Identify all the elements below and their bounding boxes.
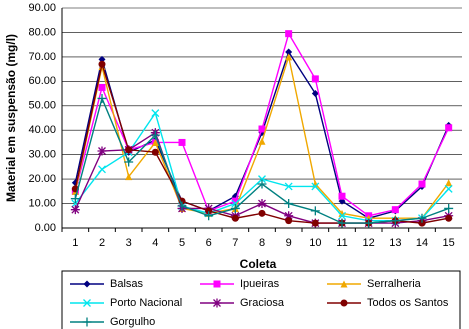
data-point	[338, 192, 346, 200]
data-point	[284, 182, 293, 191]
data-point	[258, 125, 266, 133]
data-point	[445, 179, 453, 187]
data-point	[257, 179, 267, 189]
data-point	[310, 206, 320, 216]
y-tick-label: 60.00	[28, 75, 56, 87]
y-tick-label: 20.00	[28, 173, 56, 185]
data-point	[338, 211, 346, 220]
x-tick-label: 2	[99, 237, 105, 249]
x-tick-label: 4	[152, 237, 158, 249]
data-point	[444, 184, 453, 193]
data-point	[284, 199, 294, 209]
legend-label: Gorgulho	[110, 316, 155, 328]
data-point	[258, 175, 266, 184]
x-tick-label: 7	[232, 237, 238, 249]
data-point	[285, 30, 293, 38]
x-tick-label: 15	[443, 237, 455, 249]
data-point	[98, 55, 106, 63]
data-point	[231, 197, 239, 205]
data-point	[258, 209, 266, 217]
data-point	[285, 217, 293, 225]
data-point	[284, 211, 294, 221]
data-point	[151, 109, 160, 118]
legend-marker	[340, 280, 348, 288]
data-point	[178, 138, 186, 146]
data-point	[98, 165, 106, 174]
data-point	[70, 194, 80, 204]
data-point	[337, 218, 347, 228]
x-tick-label: 8	[259, 237, 265, 249]
data-point	[98, 60, 106, 68]
data-point	[125, 146, 133, 154]
data-point	[364, 218, 374, 228]
y-tick-label: 30.00	[28, 149, 56, 161]
data-point	[390, 216, 400, 226]
data-point	[205, 207, 213, 215]
data-point	[258, 137, 266, 145]
data-point	[97, 146, 107, 156]
data-point	[391, 206, 399, 214]
y-axis-title: Material em suspensão (mg/l)	[4, 34, 18, 202]
x-tick-label: 3	[126, 237, 132, 249]
data-point	[444, 203, 454, 213]
data-point	[311, 90, 319, 98]
legend-marker	[213, 280, 221, 288]
data-point	[257, 199, 267, 209]
x-tick-label: 1	[72, 237, 78, 249]
data-point	[70, 205, 80, 215]
legend-marker	[212, 298, 222, 308]
x-tick-label: 13	[389, 237, 401, 249]
data-point	[417, 213, 427, 223]
y-tick-label: 10.00	[28, 197, 56, 209]
y-tick-label: 0.00	[35, 222, 56, 234]
data-point	[445, 214, 453, 222]
data-point	[125, 173, 133, 181]
data-point	[338, 209, 346, 217]
data-point	[311, 219, 319, 227]
legend-marker	[82, 317, 92, 327]
data-point	[285, 53, 293, 61]
data-point	[311, 75, 319, 83]
data-point	[418, 219, 426, 227]
y-tick-label: 40.00	[28, 124, 56, 136]
legend-label: Porto Nacional	[110, 297, 182, 309]
legend-label: Ipueiras	[240, 278, 280, 290]
x-tick-label: 10	[309, 237, 321, 249]
legend-label: Balsas	[110, 278, 144, 290]
data-point	[418, 180, 426, 188]
data-point	[124, 157, 134, 167]
data-point	[151, 148, 159, 156]
data-point	[231, 214, 239, 222]
y-tick-label: 90.00	[28, 2, 56, 14]
x-axis-title: Coleta	[240, 257, 277, 271]
y-tick-label: 80.00	[28, 26, 56, 38]
legend-box	[61, 270, 461, 329]
y-tick-label: 70.00	[28, 51, 56, 63]
legend-label: Todos os Santos	[367, 297, 449, 309]
data-point	[230, 203, 240, 213]
legend-label: Graciosa	[240, 297, 285, 309]
data-point	[285, 48, 293, 56]
data-point	[151, 138, 159, 146]
data-point	[98, 83, 106, 91]
x-tick-label: 5	[179, 237, 185, 249]
legend-marker	[83, 280, 91, 288]
x-tick-label: 11	[336, 237, 347, 249]
legend-marker	[83, 299, 91, 307]
y-tick-label: 50.00	[28, 100, 56, 112]
x-tick-label: 9	[286, 237, 292, 249]
x-tick-label: 12	[363, 237, 375, 249]
data-point	[177, 201, 187, 211]
data-point	[311, 182, 320, 191]
legend-label: Serralheria	[367, 278, 422, 290]
data-point	[150, 130, 160, 140]
data-point	[445, 124, 453, 132]
data-point	[204, 211, 214, 221]
x-tick-label: 14	[416, 237, 428, 249]
legend-marker	[340, 299, 348, 307]
x-tick-label: 6	[206, 237, 212, 249]
data-point	[97, 93, 107, 103]
